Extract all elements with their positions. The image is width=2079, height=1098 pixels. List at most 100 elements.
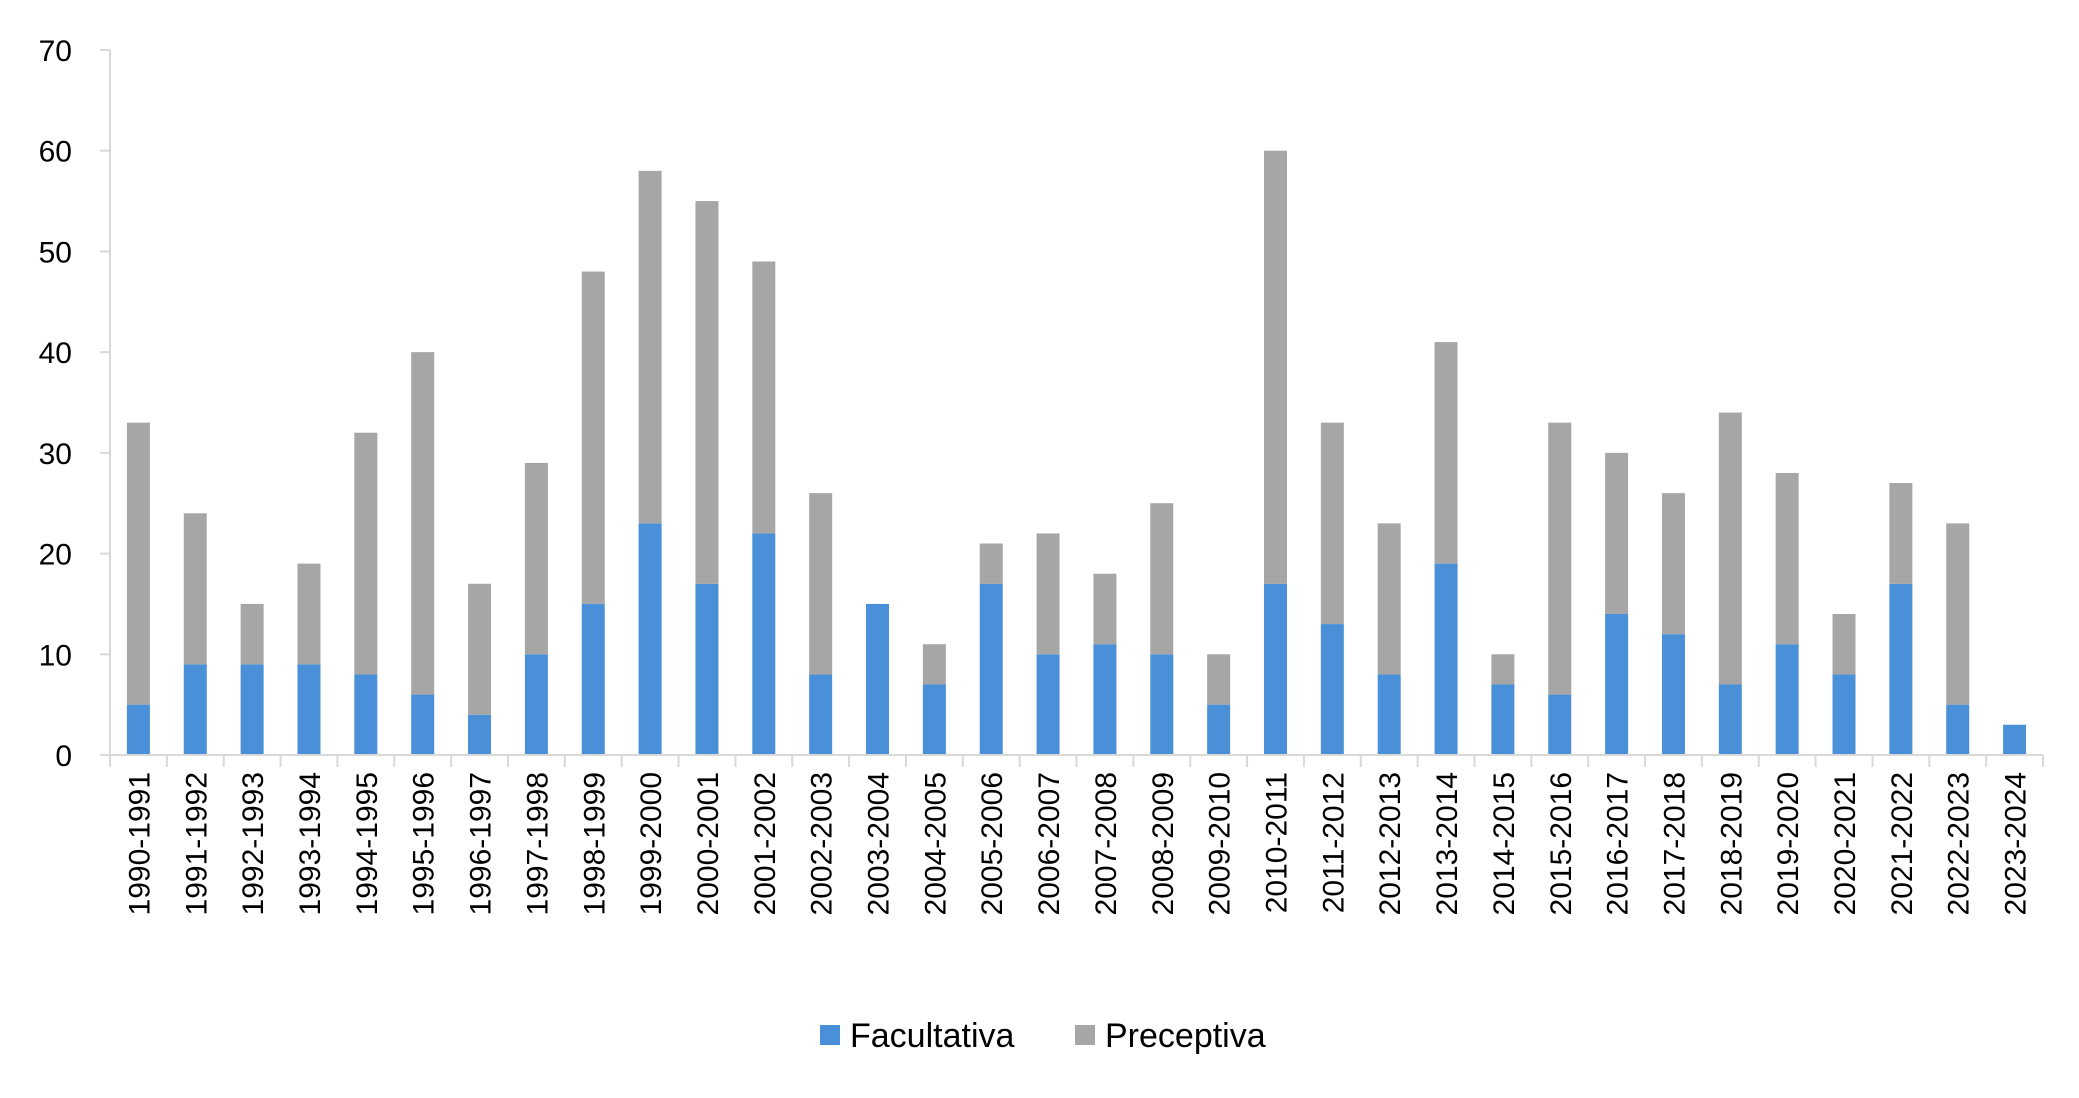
x-tick-label: 2018-2019 bbox=[1715, 772, 1748, 915]
x-tick-label: 1999-2000 bbox=[635, 772, 668, 915]
x-tick-label: 1997-1998 bbox=[521, 772, 554, 915]
y-axis: 0 10 20 30 40 50 60 70 bbox=[39, 35, 111, 773]
bar-facultativa-2021-2022 bbox=[1889, 583, 1913, 755]
x-tick-label: 2017-2018 bbox=[1658, 772, 1691, 915]
x-tick-label: 2003-2004 bbox=[863, 772, 896, 915]
bar-facultativa-2019-2020 bbox=[1775, 644, 1799, 755]
x-tick-label: 2016-2017 bbox=[1602, 772, 1635, 915]
x-tick-label: 1991-1992 bbox=[180, 772, 213, 915]
bar-facultativa-1998-1999 bbox=[581, 603, 605, 755]
y-tick-label: 20 bbox=[39, 539, 72, 572]
x-tick-label: 2015-2016 bbox=[1545, 772, 1578, 915]
legend-swatch-preceptiva bbox=[1075, 1025, 1095, 1045]
y-tick-label: 30 bbox=[39, 438, 72, 471]
x-tick-label: 2013-2014 bbox=[1431, 772, 1464, 915]
bar-facultativa-1990-1991 bbox=[126, 704, 150, 755]
bar-facultativa-1996-1997 bbox=[468, 714, 492, 755]
x-tick-label: 2020-2021 bbox=[1829, 772, 1862, 915]
bar-facultativa-2000-2001 bbox=[695, 583, 719, 755]
bar-preceptiva-2012-2013 bbox=[1377, 523, 1401, 675]
bar-preceptiva-2021-2022 bbox=[1889, 483, 1913, 584]
x-tick-label: 1992-1993 bbox=[237, 772, 270, 915]
bar-facultativa-2016-2017 bbox=[1605, 614, 1629, 755]
bar-preceptiva-1999-2000 bbox=[638, 170, 662, 524]
bar-preceptiva-2008-2009 bbox=[1150, 503, 1174, 655]
bar-preceptiva-2014-2015 bbox=[1491, 654, 1515, 685]
x-tick-label: 2006-2007 bbox=[1033, 772, 1066, 915]
bar-preceptiva-1993-1994 bbox=[297, 563, 321, 665]
bar-facultativa-2022-2023 bbox=[1946, 704, 1970, 755]
bar-facultativa-2008-2009 bbox=[1150, 654, 1174, 755]
bar-facultativa-2005-2006 bbox=[979, 583, 1003, 755]
bars bbox=[126, 150, 2027, 755]
bar-preceptiva-1992-1993 bbox=[240, 603, 264, 665]
x-tick-label: 1996-1997 bbox=[465, 772, 498, 915]
y-tick-label: 50 bbox=[39, 236, 72, 269]
legend-label-preceptiva: Preceptiva bbox=[1105, 1017, 1266, 1055]
x-tick-label: 2004-2005 bbox=[919, 772, 952, 915]
legend: Facultativa Preceptiva bbox=[820, 1017, 1266, 1055]
x-tick-label: 2009-2010 bbox=[1204, 772, 1237, 915]
bar-preceptiva-2022-2023 bbox=[1946, 523, 1970, 705]
bar-preceptiva-2005-2006 bbox=[979, 543, 1003, 584]
y-tick-label: 10 bbox=[39, 639, 72, 672]
bar-preceptiva-2010-2011 bbox=[1263, 150, 1287, 584]
bar-facultativa-2007-2008 bbox=[1093, 644, 1117, 755]
bar-facultativa-2011-2012 bbox=[1320, 624, 1344, 755]
bar-preceptiva-2020-2021 bbox=[1832, 614, 1856, 675]
bar-facultativa-2018-2019 bbox=[1718, 684, 1742, 755]
bar-facultativa-1999-2000 bbox=[638, 523, 662, 755]
bar-preceptiva-2004-2005 bbox=[922, 644, 946, 685]
x-axis: 1990-1991 1991-1992 1992-1993 1993-1994 1994… bbox=[109, 754, 2044, 915]
bar-facultativa-2010-2011 bbox=[1263, 583, 1287, 755]
bar-preceptiva-1991-1992 bbox=[183, 513, 207, 665]
bar-facultativa-2017-2018 bbox=[1661, 634, 1685, 755]
x-tick-label: 2012-2013 bbox=[1374, 772, 1407, 915]
x-tick-label: 1995-1996 bbox=[408, 772, 441, 915]
x-tick-label: 2008-2009 bbox=[1147, 772, 1180, 915]
y-tick-label: 0 bbox=[55, 740, 72, 773]
x-tick-label: 1990-1991 bbox=[123, 772, 156, 915]
x-tick-label: 2010-2011 bbox=[1260, 772, 1293, 913]
bar-preceptiva-2001-2002 bbox=[752, 261, 776, 534]
x-tick-label: 2021-2022 bbox=[1886, 772, 1919, 915]
bar-facultativa-2004-2005 bbox=[922, 684, 946, 755]
bar-preceptiva-2019-2020 bbox=[1775, 473, 1799, 645]
y-tick-label: 60 bbox=[39, 136, 72, 169]
bar-preceptiva-1998-1999 bbox=[581, 271, 605, 604]
bar-facultativa-2013-2014 bbox=[1434, 563, 1458, 755]
bar-preceptiva-1995-1996 bbox=[411, 352, 435, 695]
bar-facultativa-1992-1993 bbox=[240, 664, 264, 755]
x-tick-label: 2007-2008 bbox=[1090, 772, 1123, 915]
bar-preceptiva-2009-2010 bbox=[1207, 654, 1231, 705]
x-tick-label: 2011-2012 bbox=[1317, 772, 1350, 913]
bar-facultativa-1993-1994 bbox=[297, 664, 321, 755]
x-tick-label: 2002-2003 bbox=[806, 772, 839, 915]
bar-preceptiva-2000-2001 bbox=[695, 201, 719, 584]
x-tick-label: 2022-2023 bbox=[1943, 772, 1976, 915]
bar-preceptiva-2017-2018 bbox=[1661, 493, 1685, 635]
bar-preceptiva-2015-2016 bbox=[1548, 422, 1572, 695]
bar-preceptiva-1996-1997 bbox=[468, 583, 492, 715]
x-tick-label: 1998-1999 bbox=[578, 772, 611, 915]
bar-facultativa-2023-2024 bbox=[2003, 724, 2027, 755]
x-tick-label: 1994-1995 bbox=[351, 772, 384, 915]
bar-preceptiva-1990-1991 bbox=[126, 422, 150, 705]
bar-facultativa-1997-1998 bbox=[524, 654, 548, 755]
y-tick-label: 70 bbox=[39, 35, 72, 68]
bar-preceptiva-2016-2017 bbox=[1605, 452, 1629, 614]
bar-preceptiva-2013-2014 bbox=[1434, 342, 1458, 564]
bar-preceptiva-2011-2012 bbox=[1320, 422, 1344, 625]
y-tick-label: 40 bbox=[39, 337, 72, 370]
x-tick-label: 2001-2002 bbox=[749, 772, 782, 915]
bar-preceptiva-1997-1998 bbox=[524, 462, 548, 655]
legend-swatch-facultativa bbox=[820, 1025, 840, 1045]
bar-preceptiva-2007-2008 bbox=[1093, 573, 1117, 645]
bar-preceptiva-2002-2003 bbox=[809, 493, 833, 675]
bar-facultativa-2015-2016 bbox=[1548, 694, 1572, 755]
bar-facultativa-2006-2007 bbox=[1036, 654, 1060, 755]
bar-facultativa-2001-2002 bbox=[752, 533, 776, 755]
x-tick-label: 2019-2020 bbox=[1772, 772, 1805, 915]
x-tick-label: 2005-2006 bbox=[976, 772, 1009, 915]
